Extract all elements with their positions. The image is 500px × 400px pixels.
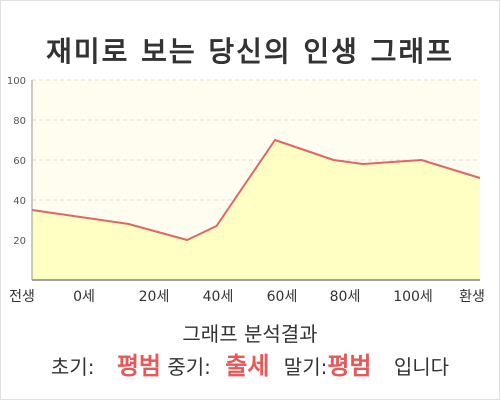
- mid-value: 출세: [225, 352, 270, 380]
- series-line: [31, 139, 481, 241]
- x-tick-label: 환생: [459, 289, 485, 305]
- early-value: 평범: [116, 352, 161, 380]
- area-fill: [32, 140, 480, 280]
- result-summary: 초기: 평범 중기: 출세 말기:평범 입니다: [0, 346, 500, 381]
- x-tick-label: 60세: [267, 289, 298, 305]
- x-tick-label: 전생: [9, 289, 35, 305]
- late-value: 평범: [327, 352, 372, 380]
- result-suffix: 입니다: [393, 355, 450, 379]
- result-heading: 그래프 분석결과: [182, 322, 318, 346]
- y-tick-labels: 100 80 60 40 20: [7, 76, 26, 247]
- y-tick-label: 60: [13, 156, 26, 167]
- x-tick-label: 0세: [73, 289, 95, 305]
- y-tick-label: 20: [13, 236, 26, 247]
- y-tick-label: 40: [13, 196, 26, 207]
- page-title: 재미로 보는 당신의 인생 그래프: [46, 35, 454, 68]
- early-label: 초기:: [50, 355, 95, 379]
- mid-label: 중기:: [167, 355, 211, 379]
- x-tick-label: 40세: [203, 289, 234, 305]
- y-tick-label: 100: [7, 76, 26, 87]
- x-tick-labels: 전생 0세 20세 40세 60세 80세 100세 환생: [9, 289, 485, 305]
- y-tick-label: 80: [13, 116, 26, 127]
- x-tick-label: 80세: [330, 289, 361, 305]
- late-label: 말기:: [283, 355, 328, 379]
- x-tick-label: 20세: [139, 289, 170, 305]
- x-tick-label: 100세: [393, 289, 433, 305]
